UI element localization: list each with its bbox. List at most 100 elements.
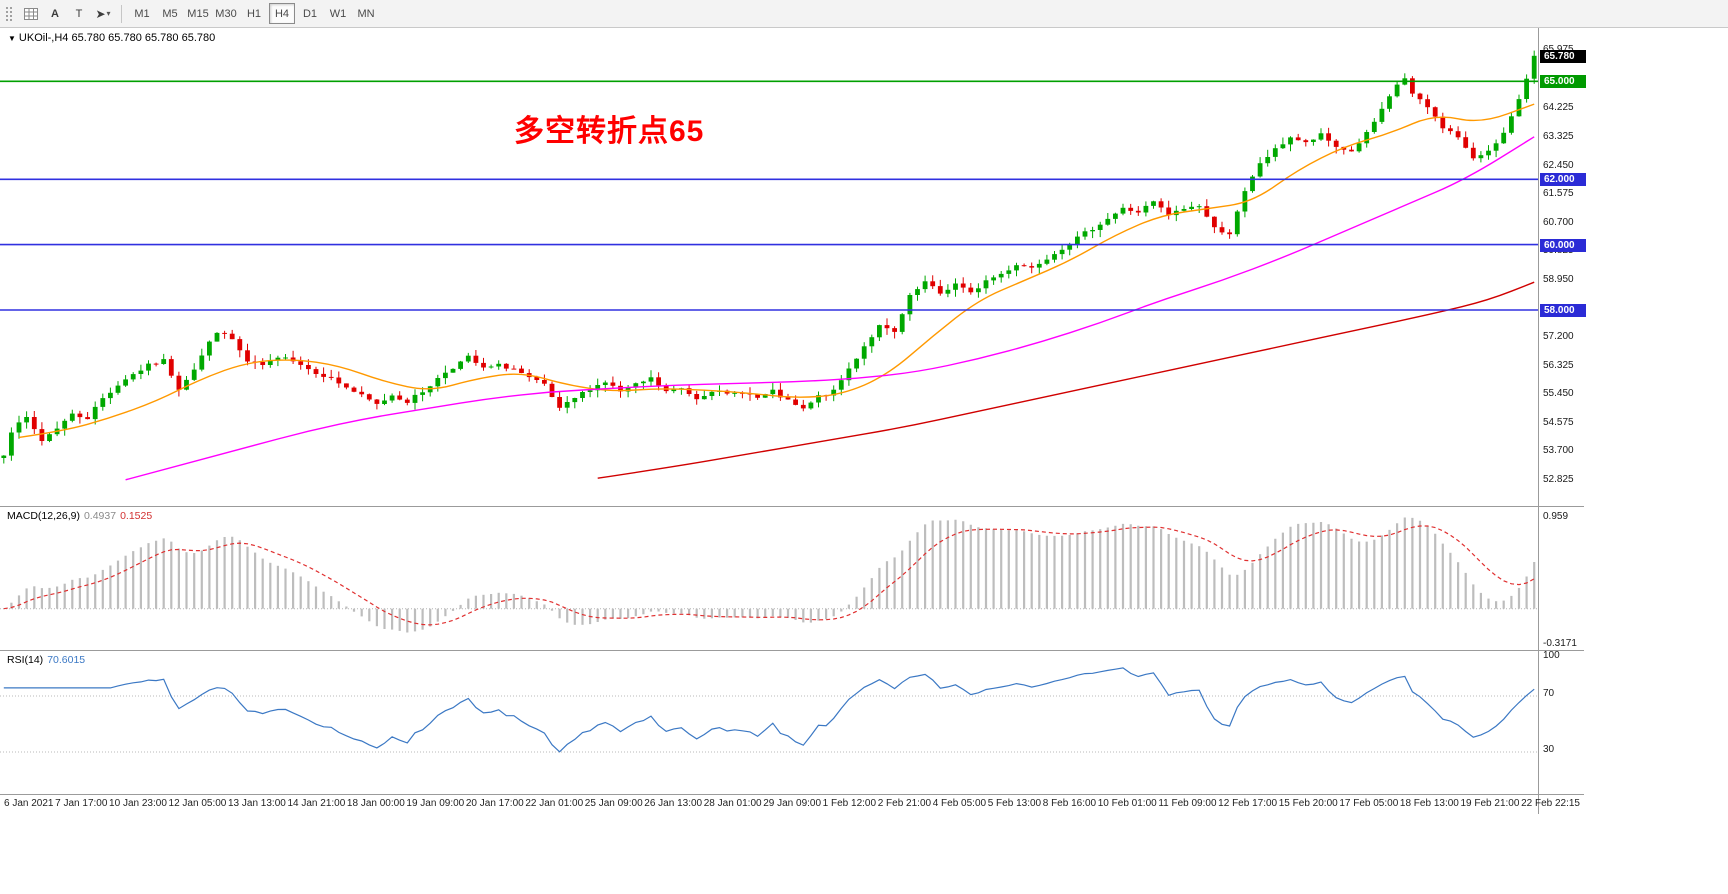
time-label: 8 Feb 16:00 [1042,798,1097,809]
chevron-down-icon: ▾ [106,9,111,18]
time-label: 2 Feb 21:00 [877,798,932,809]
symbol-header: ▼ UKOil-,H4 65.780 65.780 65.780 65.780 [8,32,215,44]
rsi-panel[interactable]: RSI(14) 70.6015 [0,650,1540,794]
time-label: 22 Jan 01:00 [525,798,584,809]
time-label: 17 Feb 05:00 [1339,798,1399,809]
timeframe-button-m30[interactable]: M30 [215,7,237,20]
time-label: 11 Feb 09:00 [1158,798,1217,809]
main-chart-panel[interactable]: ▼ UKOil-,H4 65.780 65.780 65.780 65.780 多… [0,28,1540,506]
grid-icon [24,7,38,20]
price-tick: 63.325 [1543,131,1574,142]
price-tick: 57.200 [1543,331,1574,342]
cursor-tool-button[interactable]: ➤ ▾ [92,3,114,24]
macd-axis-max: 0.959 [1543,511,1569,522]
time-label: 14 Jan 21:00 [287,798,346,809]
timeframe-button-m15[interactable]: M15 [187,7,209,20]
price-tick: 62.450 [1543,160,1574,171]
time-label: 20 Jan 17:00 [465,798,524,809]
time-label: 13 Jan 13:00 [227,798,286,809]
price-badge-65.000: 65.000 [1540,75,1586,88]
time-label: 18 Feb 13:00 [1399,798,1459,809]
rsi-chart[interactable] [0,650,1540,794]
time-axis[interactable]: 6 Jan 2021 7 Jan 17:00 10 Jan 23:00 12 Jan … [0,794,1582,814]
panel-divider[interactable] [0,650,1584,651]
timeframe-button-w1[interactable]: W1 [329,7,347,20]
price-tick: 58.950 [1543,274,1574,285]
toolbar: A T ➤ ▾ M1 M5 M15 M30 H1 H4 D1 W1 MN [0,0,1728,28]
time-label: 18 Jan 00:00 [346,798,405,809]
chart-grid-icon[interactable] [20,3,42,24]
timeframe-button-h1[interactable]: H1 [246,7,262,20]
price-badge-60.000: 60.000 [1540,239,1586,252]
time-label: 10 Jan 23:00 [109,798,167,809]
timeframe-button-h4[interactable]: H4 [269,3,295,24]
time-label: 4 Feb 05:00 [932,798,987,809]
time-label: 19 Feb 21:00 [1460,798,1520,809]
collapse-triangle-icon[interactable]: ▼ [8,34,16,43]
ma-slow [597,281,1535,479]
macd-signal-line [3,525,1535,626]
time-label: 29 Jan 09:00 [763,798,822,809]
price-tick: 54.575 [1543,417,1574,428]
time-label: 26 Jan 13:00 [644,798,703,809]
rsi-value: 70.6015 [47,654,86,666]
toolbar-separator [121,4,122,23]
rsi-header: RSI(14) 70.6015 [7,654,85,666]
price-tick: 65.975 [1543,44,1574,55]
time-label: 10 Feb 01:00 [1097,798,1157,809]
price-tick: 53.700 [1543,445,1574,456]
price-tick: 61.575 [1543,188,1574,199]
panel-divider[interactable] [0,506,1584,507]
rsi-label: RSI(14) [7,654,44,666]
macd-header: MACD(12,26,9) 0.4937 0.1525 [7,510,152,522]
text-a-button[interactable]: A [51,7,59,20]
symbol-ohlc-text: UKOil-,H4 65.780 65.780 65.780 65.780 [18,32,216,44]
timeframe-button-row: M1 M5 M15 M30 H1 H4 D1 W1 MN [129,3,379,24]
cursor-icon: ➤ [95,6,106,21]
time-label: 15 Feb 20:00 [1278,798,1338,809]
timeframe-button-m1[interactable]: M1 [134,7,150,20]
macd-label: MACD(12,26,9) [7,510,80,522]
time-label: 5 Feb 13:00 [987,798,1042,809]
price-badge-58.000: 58.000 [1540,304,1586,317]
ma-fast [18,103,1535,439]
price-badge-62.000: 62.000 [1540,173,1586,186]
time-label: 12 Feb 17:00 [1218,798,1278,809]
price-tick: 64.225 [1543,102,1574,113]
ma-mid [125,136,1535,481]
macd-main-value: 0.4937 [83,510,117,522]
chart-annotation[interactable]: 多空转折点65 [514,115,705,148]
rsi-line [3,667,1535,753]
price-tick: 55.450 [1543,388,1574,399]
time-label: 22 Feb 22:15 [1521,798,1580,809]
chart-window: ▼ UKOil-,H4 65.780 65.780 65.780 65.780 多… [0,28,1728,894]
price-tick: 52.825 [1543,474,1574,485]
time-label: 28 Jan 01:00 [703,798,762,809]
time-label: 25 Jan 09:00 [584,798,643,809]
time-label: 7 Jan 17:00 [55,798,108,809]
price-tick: 60.700 [1543,217,1574,228]
timeframe-button-m5[interactable]: M5 [162,7,178,20]
timeframe-button-d1[interactable]: D1 [302,7,318,20]
price-badge-65.780: 65.780 [1540,50,1586,63]
macd-panel[interactable]: MACD(12,26,9) 0.4937 0.1525 [0,506,1540,650]
time-label: 1 Feb 12:00 [822,798,877,809]
macd-histogram [10,517,1536,633]
text-t-button[interactable]: T [75,7,83,20]
rsi-axis-100: 100 [1543,650,1560,661]
rsi-axis-70: 70 [1543,688,1555,699]
macd-axis-min: -0.3171 [1543,638,1577,649]
macd-signal-value: 0.1525 [120,510,153,522]
time-label: 19 Jan 09:00 [406,798,465,809]
price-axis-separator [1538,28,1539,814]
rsi-axis-30: 30 [1543,744,1555,755]
toolbar-grip[interactable] [5,5,14,22]
candles-layer [1,50,1537,464]
timeframe-button-mn[interactable]: MN [357,7,375,20]
candlestick-chart[interactable] [0,28,1540,506]
price-tick: 56.325 [1543,360,1574,371]
macd-chart[interactable] [0,506,1540,650]
time-label: 12 Jan 05:00 [168,798,227,809]
time-label: 6 Jan 2021 [4,798,54,809]
time-axis-divider [0,794,1584,795]
